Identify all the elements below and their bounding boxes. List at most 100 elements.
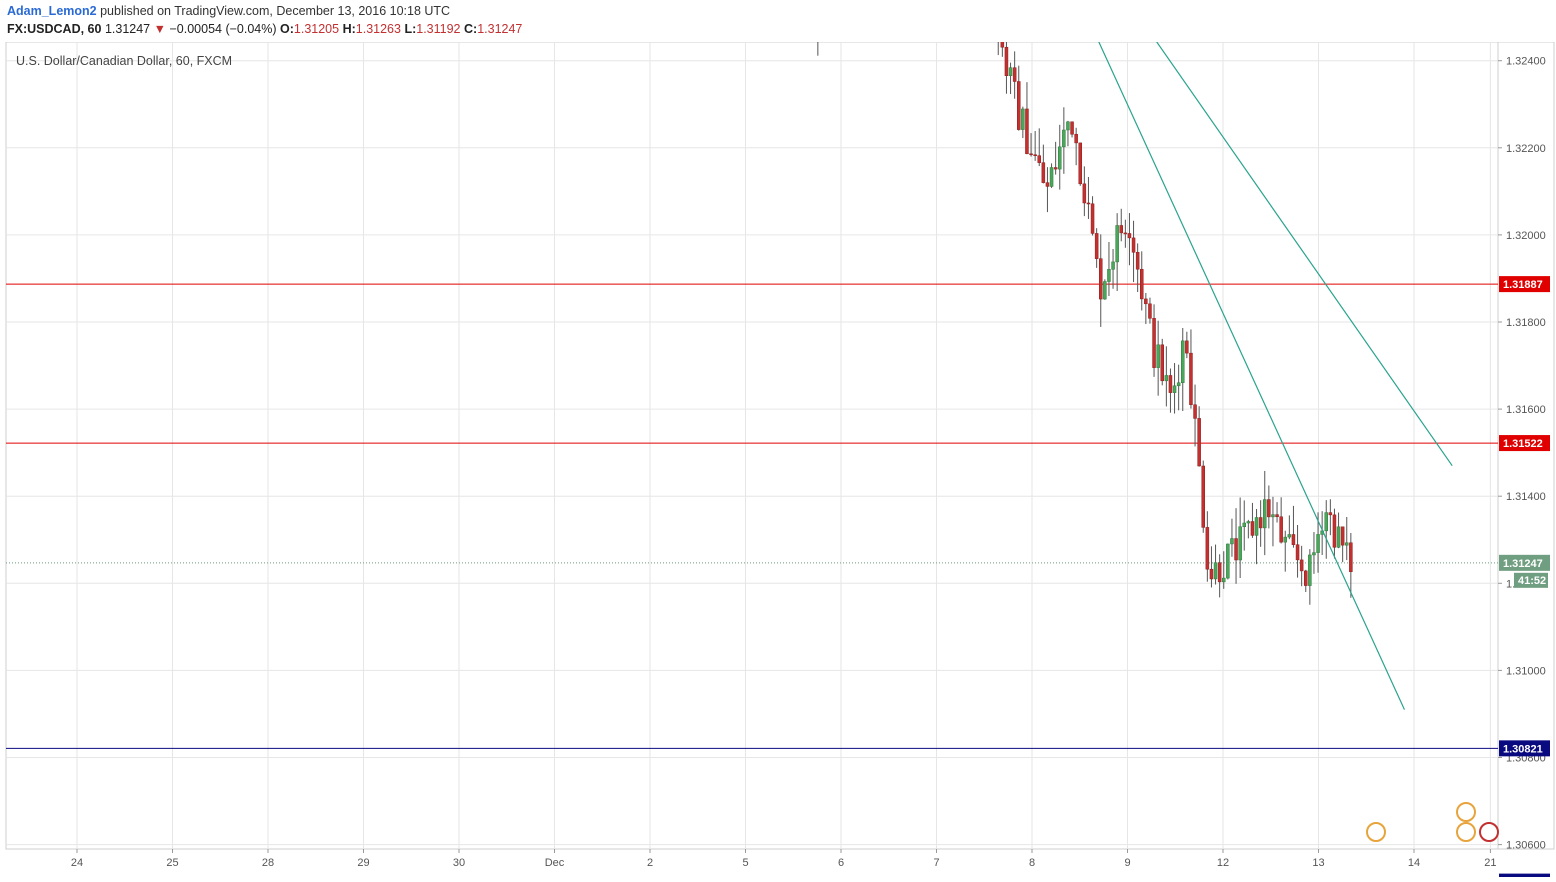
candle-body [1001, 42, 1004, 47]
resistance-price-label: 1.31887 [1503, 279, 1543, 291]
y-tick-label: 1.31800 [1506, 317, 1546, 329]
down-arrow-icon: ▼ [154, 22, 166, 36]
candle-body [1087, 203, 1090, 204]
candle-body [1304, 571, 1307, 586]
candle-body [1099, 259, 1102, 299]
candle-body [1292, 534, 1295, 544]
candle-body [1247, 522, 1250, 524]
symbol-interval[interactable]: FX:USDCAD, 60 [7, 22, 101, 36]
countdown-label: 41:52 [1518, 575, 1546, 587]
x-tick-label: 30 [453, 857, 465, 869]
candle-body [1276, 515, 1279, 517]
candle-body [1116, 225, 1119, 261]
high-label: H: [343, 22, 356, 36]
y-tick-label: 1.31600 [1506, 404, 1546, 416]
candle-body [1259, 517, 1262, 527]
resistance-price-label: 1.31522 [1503, 438, 1543, 450]
candle-body [1058, 147, 1061, 169]
candle-body [1034, 155, 1037, 156]
high-value: 1.31263 [356, 22, 401, 36]
candle-body [1030, 154, 1033, 155]
candle-body [1288, 534, 1291, 537]
candle-body [1296, 545, 1299, 560]
x-tick-label: 29 [357, 857, 369, 869]
y-tick-label: 1.31000 [1506, 665, 1546, 677]
candle-body [1140, 269, 1143, 299]
candle-body [1214, 563, 1217, 579]
candle-body [1349, 543, 1352, 572]
candle-body [1300, 560, 1303, 571]
y-tick-label: 1.31400 [1506, 491, 1546, 503]
x-tick-label: 8 [1029, 857, 1035, 869]
y-tick-label: 1.32000 [1506, 230, 1546, 242]
candle-body [1218, 563, 1221, 582]
plot-frame [6, 42, 1498, 849]
low-label: L: [404, 22, 416, 36]
x-tick-label: 7 [933, 857, 939, 869]
chart-title: U.S. Dollar/Canadian Dollar, 60, FXCM [16, 54, 232, 68]
candle-body [1107, 269, 1110, 281]
x-tick-label: 5 [742, 857, 748, 869]
x-tick-label: 12 [1217, 857, 1229, 869]
candle-body [1185, 341, 1188, 353]
candle-body [1173, 386, 1176, 393]
candle-body [1169, 375, 1172, 392]
candle-body [1308, 555, 1311, 586]
candle-body [1091, 204, 1094, 234]
publish-info: published on TradingView.com, December 1… [100, 4, 450, 18]
open-value: 1.31205 [294, 22, 339, 36]
candle-body [1120, 225, 1123, 232]
candle-body [1243, 523, 1246, 527]
candle-body [1198, 418, 1201, 466]
candle-body [1280, 517, 1283, 542]
candle-body [1337, 527, 1340, 548]
x-tick-label: 14 [1408, 857, 1420, 869]
candle-body [1181, 341, 1184, 383]
candle-body [1329, 513, 1332, 515]
candle-body [1054, 168, 1057, 170]
candle-body [1132, 238, 1135, 252]
close-label: C: [464, 22, 477, 36]
candle-body [1038, 156, 1041, 163]
candle-body [1271, 515, 1274, 517]
candle-body [1189, 353, 1192, 405]
candle-body [1046, 183, 1049, 187]
support-price-label: 1.30821 [1503, 743, 1543, 755]
candle-body [1062, 130, 1065, 147]
candle-body [1333, 515, 1336, 547]
x-tick-label: 9 [1124, 857, 1130, 869]
candle-body [1009, 68, 1012, 76]
candle-body [1144, 299, 1147, 304]
candle-body [1284, 537, 1287, 542]
candle-body [1128, 233, 1131, 237]
x-tick-label: 25 [166, 857, 178, 869]
candle-body [1325, 513, 1328, 531]
candle-body [1161, 345, 1164, 381]
x-tick-label: 2 [647, 857, 653, 869]
candle-body [1157, 345, 1160, 368]
candle-body [1222, 578, 1225, 582]
event-flag-icon [1367, 823, 1385, 841]
candle-body [1206, 527, 1209, 569]
candle-body [1050, 168, 1053, 187]
candle-body [1103, 282, 1106, 300]
x-tick-label: 13 [1312, 857, 1324, 869]
author-link[interactable]: Adam_Lemon2 [7, 4, 97, 18]
last-price: 1.31247 [105, 22, 150, 36]
open-label: O: [280, 22, 294, 36]
close-value: 1.31247 [477, 22, 522, 36]
event-flag-icon [1457, 803, 1475, 821]
candle-body [1226, 544, 1229, 578]
candle-body [1345, 543, 1348, 545]
candle-body [1136, 252, 1139, 269]
candle-body [1075, 134, 1078, 143]
candle-body [1071, 122, 1074, 134]
candle-body [1079, 143, 1082, 184]
current-price-label: 1.31247 [1503, 558, 1543, 570]
candle-body [1148, 304, 1151, 318]
candle-body [1317, 534, 1320, 552]
candle-body [1083, 184, 1086, 203]
candle-body [1112, 262, 1115, 269]
price-chart[interactable]: 1.324001.322001.320001.318001.316001.314… [0, 42, 1556, 877]
